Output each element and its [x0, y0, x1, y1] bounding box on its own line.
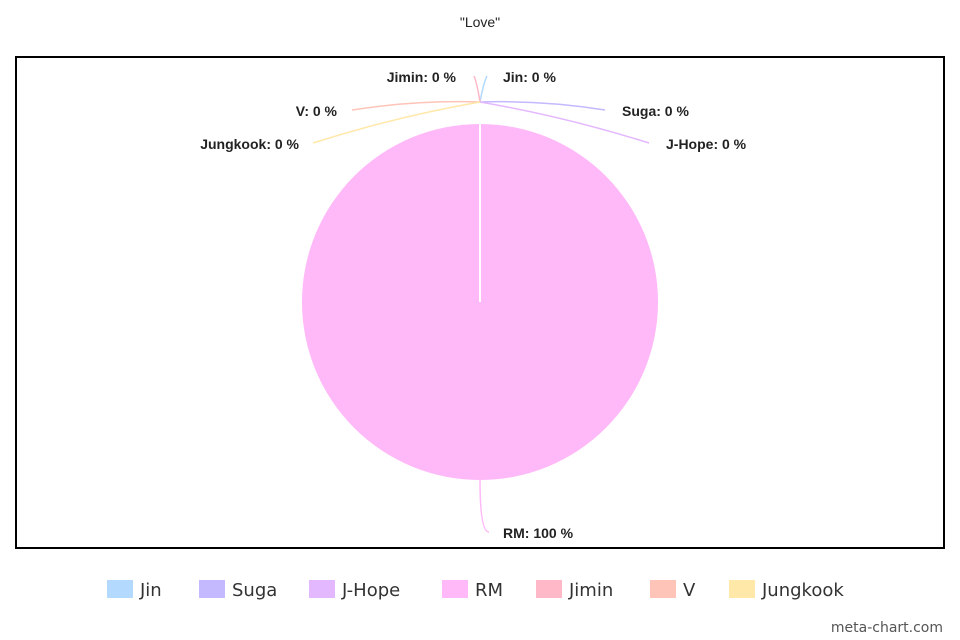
legend-item-jin: Jin [107, 580, 162, 601]
slice-label-jimin: Jimin: 0 % [387, 69, 457, 85]
leader-line-jungkook [312, 101, 481, 144]
legend-swatch-rm [442, 580, 468, 598]
leader-line-suga [479, 100, 606, 111]
legend-label-jimin: Jimin [568, 580, 613, 601]
leader-line-rm [479, 479, 490, 533]
legend: Jin Suga J-Hope RM Jimin V Jungkook [107, 580, 844, 601]
slice-label-v: V: 0 % [296, 103, 338, 119]
pie-slices [302, 124, 658, 480]
legend-swatch-jin [107, 580, 133, 598]
leader-line-j-hope [479, 101, 650, 144]
legend-label-suga: Suga [232, 580, 277, 601]
chart-title: "Love" [460, 14, 500, 30]
watermark: meta-chart.com [831, 620, 943, 636]
legend-label-rm: RM [475, 580, 503, 601]
slice-label-jin: Jin: 0 % [503, 69, 556, 85]
legend-label-v: V [683, 580, 696, 601]
legend-swatch-suga [199, 580, 225, 598]
leader-lines [312, 75, 650, 533]
leader-line-jin [479, 75, 488, 103]
leader-line-v [351, 100, 481, 111]
leader-line-jimin [473, 75, 481, 103]
legend-item-j-hope: J-Hope [309, 580, 400, 601]
slice-label-jungkook: Jungkook: 0 % [200, 136, 299, 152]
legend-item-jungkook: Jungkook [729, 580, 844, 601]
legend-item-v: V [650, 580, 696, 601]
slice-label-j-hope: J-Hope: 0 % [666, 136, 747, 152]
legend-label-jin: Jin [139, 580, 162, 601]
legend-swatch-jungkook [729, 580, 755, 598]
legend-item-suga: Suga [199, 580, 277, 601]
legend-item-rm: RM [442, 580, 503, 601]
legend-item-jimin: Jimin [536, 580, 613, 601]
legend-swatch-j-hope [309, 580, 335, 598]
slice-label-suga: Suga: 0 % [622, 103, 689, 119]
slice-labels: Jin: 0 % Suga: 0 % J-Hope: 0 % RM: 100 % Jim… [200, 69, 746, 541]
legend-label-jungkook: Jungkook [761, 580, 844, 601]
legend-label-j-hope: J-Hope [341, 580, 400, 601]
legend-swatch-jimin [536, 580, 562, 598]
slice-label-rm: RM: 100 % [503, 525, 574, 541]
legend-swatch-v [650, 580, 676, 598]
